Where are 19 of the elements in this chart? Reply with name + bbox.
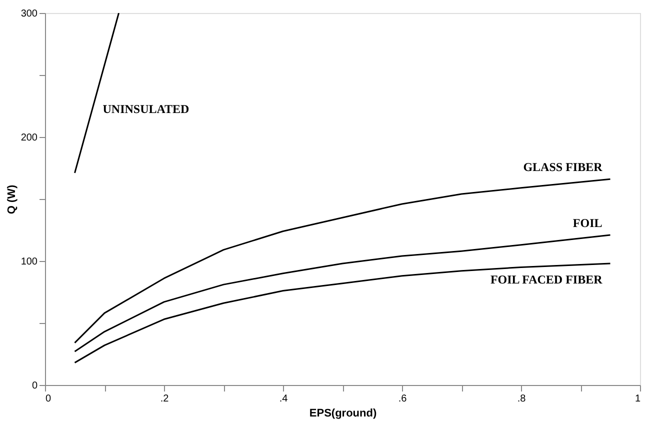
x-axis-title: EPS(ground) — [309, 408, 377, 420]
line-series — [74, 262, 611, 364]
series-label: FOIL — [572, 216, 602, 230]
series-label: GLASS FIBER — [523, 160, 603, 174]
y-tick-label: 100 — [20, 256, 38, 268]
line-series — [74, 178, 611, 344]
y-tick-label: 200 — [20, 132, 38, 144]
y-tick-label: 300 — [20, 8, 38, 20]
x-tick-label: .4 — [279, 394, 288, 404]
series-label: FOIL FACED FIBER — [490, 272, 603, 286]
x-tick-label: .2 — [160, 394, 170, 404]
x-tick-label: 0 — [46, 394, 52, 404]
line-series — [74, 234, 611, 352]
series-label: UNINSULATED — [102, 102, 190, 116]
x-tick-label: 1 — [634, 394, 641, 404]
x-tick-label: .6 — [398, 394, 408, 404]
y-axis-title: Q (W) — [6, 184, 18, 214]
x-tick-label: .8 — [517, 394, 526, 404]
y-tick-label: 0 — [32, 380, 38, 392]
